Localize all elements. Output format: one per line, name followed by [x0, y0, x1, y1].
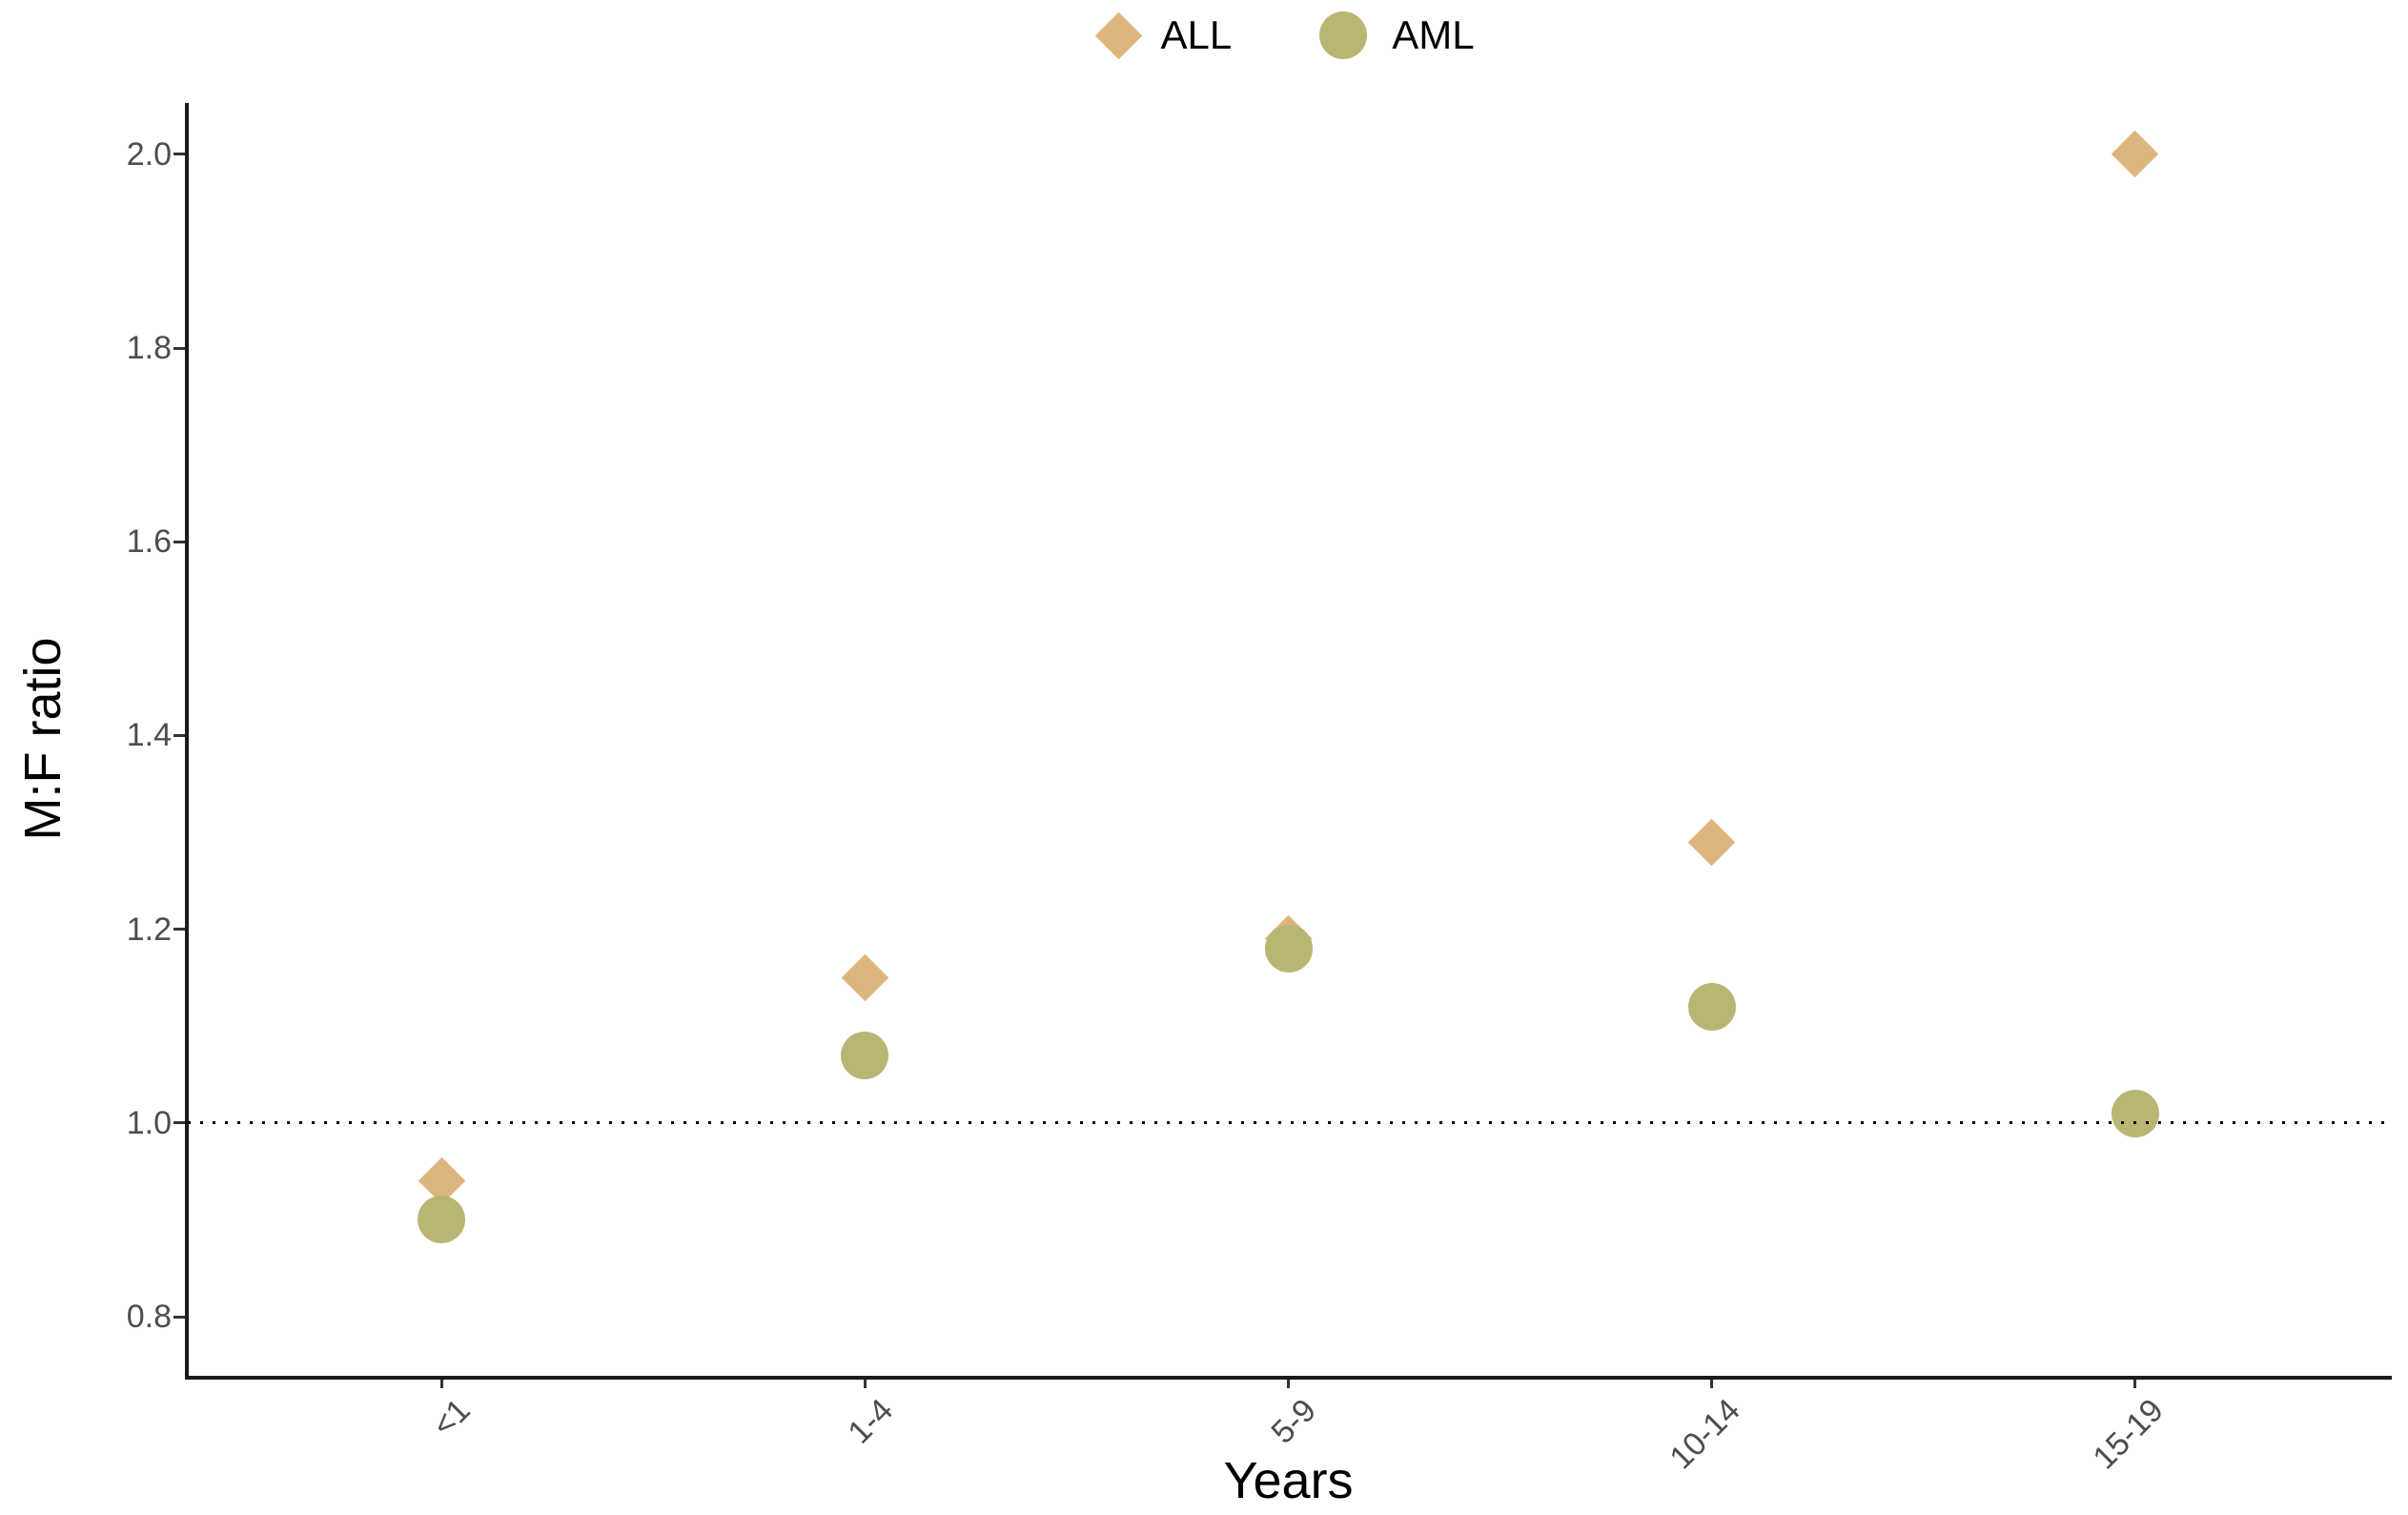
y-tick-label: 1.0 [126, 1104, 172, 1141]
point-aml-15-19 [2111, 1089, 2159, 1137]
y-tick-label: 0.8 [126, 1299, 172, 1336]
point-all-10-14 [1687, 818, 1736, 866]
y-tick-mark [173, 540, 185, 543]
y-axis-title: M:F ratio [14, 637, 71, 841]
x-tick-label-1-4: 1-4 [841, 1392, 901, 1451]
point-aml-5-9 [1264, 924, 1313, 972]
x-tick-label-1: <1 [425, 1392, 478, 1444]
y-tick-mark [173, 346, 185, 350]
y-tick-label: 1.2 [126, 911, 172, 948]
y-axis-line [185, 103, 189, 1380]
x-tick-mark [439, 1380, 443, 1388]
point-all-15-19 [2111, 131, 2159, 178]
point-all-1-4 [841, 953, 889, 1002]
legend-label-aml: AML [1392, 12, 1475, 57]
y-tick-label: 1.8 [126, 330, 172, 367]
legend-item-all: ALL [1095, 11, 1233, 59]
diamond-marker-icon [1095, 11, 1143, 59]
y-tick-label: 1.6 [126, 523, 172, 561]
y-tick-mark [173, 1315, 185, 1319]
point-aml-1-4 [841, 1031, 889, 1079]
y-tick-mark [173, 733, 185, 737]
x-tick-mark [863, 1380, 867, 1388]
y-tick-mark [173, 153, 185, 156]
x-axis-title: Years [1223, 1452, 1354, 1509]
x-tick-label-5-9: 5-9 [1264, 1392, 1324, 1451]
y-tick-mark [173, 1121, 185, 1125]
x-tick-mark [2133, 1380, 2137, 1388]
circle-marker-icon [1319, 11, 1368, 59]
y-tick-label: 2.0 [126, 135, 172, 173]
legend-label-all: ALL [1160, 12, 1233, 57]
x-axis-line [185, 1376, 2392, 1380]
point-aml-1 [418, 1196, 466, 1244]
point-aml-10-14 [1687, 982, 1736, 1031]
legend: ALL AML [188, 6, 2389, 65]
x-tick-mark [1287, 1380, 1290, 1388]
y-tick-mark [173, 928, 185, 932]
reference-line [188, 1121, 2392, 1125]
y-tick-label: 1.4 [126, 717, 172, 754]
x-tick-mark [1710, 1380, 1714, 1388]
legend-item-aml: AML [1319, 11, 1475, 59]
